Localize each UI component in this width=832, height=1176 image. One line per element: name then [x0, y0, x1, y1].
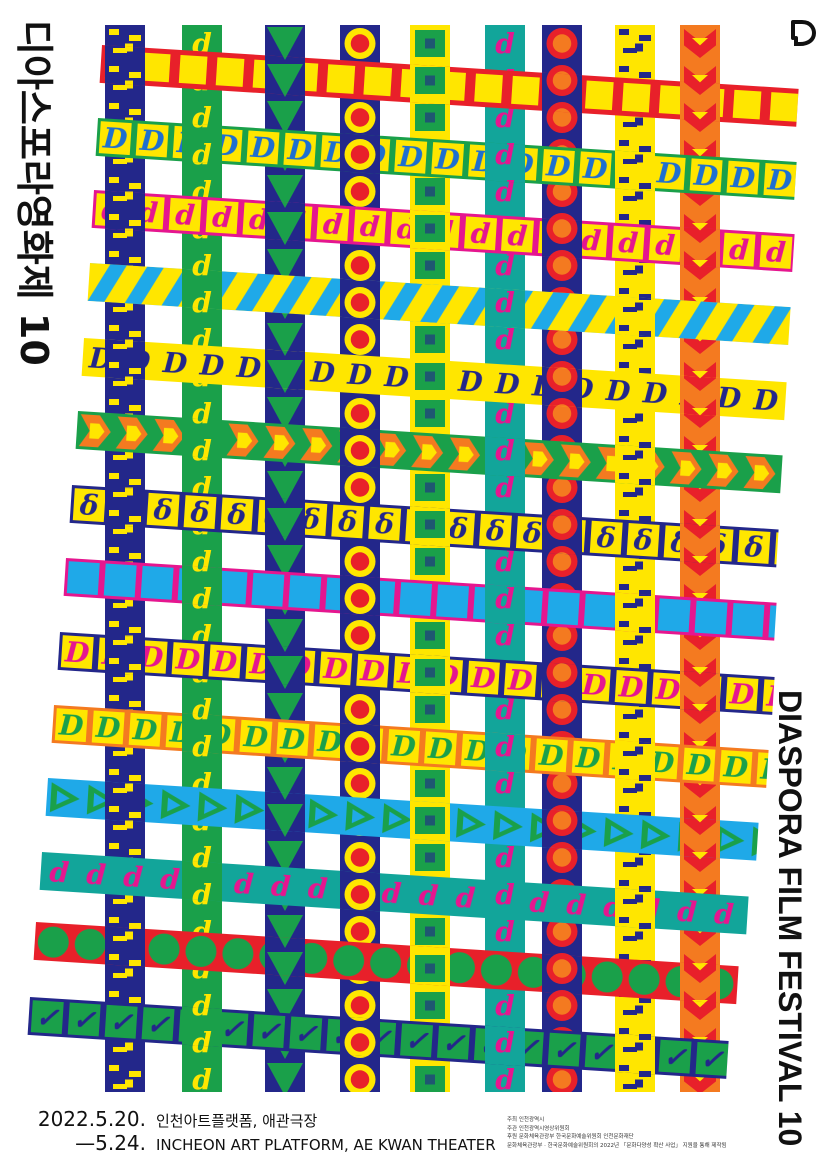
festival-logo-d-icon: [791, 20, 817, 46]
credit-sponsors: 후원 문화체육관광부 한국문화예술위원회 인천문화재단: [507, 1134, 634, 1140]
credit-host: 주최 인천광역시: [507, 1117, 545, 1123]
venue-english: INCHEON ART PLATFORM, AE KWAN THEATER: [156, 1136, 496, 1154]
credits: 주최 인천광역시 주관 인천광역시영상위원회 후원 문화체육관광부 한국문화예술…: [507, 1116, 727, 1150]
credit-support-note: 문화체육관광부 · 한국문화예술위원회의 2022년 「문화다양성 확산 사업」…: [507, 1142, 727, 1149]
english-title: DIASPORA FILM FESTIVAL 10: [772, 690, 808, 1147]
credit-organizer: 주관 인천광역시영상위원회: [507, 1125, 570, 1132]
vertical-strip: [410, 25, 450, 1092]
horizontal-strip: [87, 263, 791, 346]
vertical-strip: [485, 25, 525, 1092]
end-date: —5.24.: [75, 1131, 146, 1155]
start-date: 2022.5.20.: [37, 1107, 146, 1131]
vertical-strip: [340, 25, 380, 1092]
horizontal-strip: [75, 411, 783, 494]
horizontal-strip: [63, 558, 777, 641]
horizontal-strip: [51, 705, 769, 788]
korean-title: 디아스포라영화제 10: [12, 20, 56, 366]
vertical-strip: [265, 25, 305, 1092]
venue-korean: 인천아트플랫폼, 애관극장: [156, 1112, 318, 1130]
event-info: 2022.5.20. 인천아트플랫폼, 애관극장 —5.24. INCHEON AR…: [30, 1107, 496, 1155]
